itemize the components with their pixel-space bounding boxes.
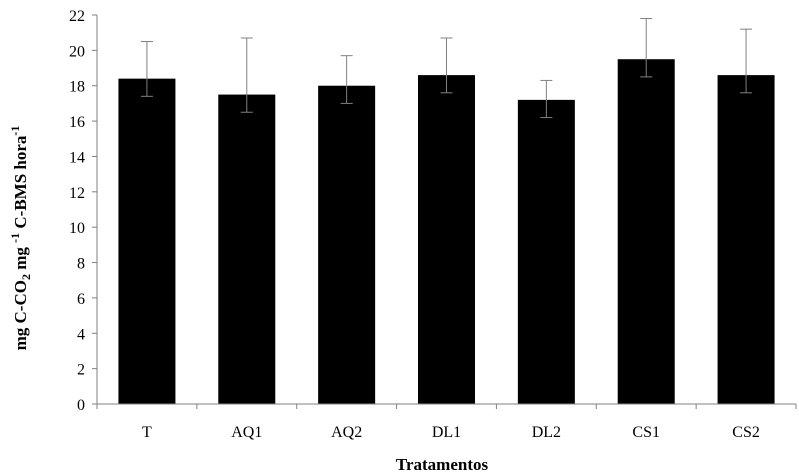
x-tick-label: T: [142, 424, 152, 441]
y-tick-label: 12: [69, 185, 85, 202]
bar-aq1: [218, 94, 276, 405]
y-tick-label: 10: [69, 220, 85, 237]
x-tick-label: DL1: [432, 424, 461, 441]
y-tick-label: 6: [77, 291, 85, 308]
bar-dl2: [517, 99, 575, 404]
bar-aq2: [318, 85, 376, 405]
x-tick-label: CS2: [732, 424, 760, 441]
x-tick-label: AQ2: [331, 424, 362, 441]
bar-t: [118, 78, 176, 405]
x-tick-label: DL2: [532, 424, 561, 441]
y-tick-label: 16: [69, 114, 85, 131]
y-tick-label: 14: [69, 149, 85, 166]
y-tick-label: 4: [77, 326, 85, 343]
x-axis-ticks: T AQ1 AQ2 DL1 DL2 CS1 CS2: [96, 404, 797, 441]
y-tick-label: 22: [69, 8, 85, 25]
y-axis-title-superscript-1: -1: [8, 233, 22, 243]
x-tick-label: AQ1: [231, 424, 262, 441]
y-tick-label: 0: [77, 397, 85, 414]
x-tick-label: CS1: [632, 424, 660, 441]
y-axis-title: mg C-CO2 mg -1 C-BMS hora-1: [8, 126, 33, 351]
y-axis-title-subscript: 2: [19, 274, 33, 280]
y-tick-label: 2: [77, 362, 85, 379]
x-axis-title: Tratamentos: [396, 455, 489, 474]
bar-dl1: [418, 75, 475, 405]
bars: [118, 59, 775, 405]
y-axis-ticks: 0 2 4 6 8 10 12 14 16 18 20 22: [69, 8, 97, 414]
y-tick-label: 8: [77, 256, 85, 273]
error-bars: [140, 18, 753, 119]
y-axis-title-part-2: mg: [11, 243, 30, 274]
bar-cs1: [617, 59, 675, 405]
y-tick-label: 18: [69, 79, 85, 96]
y-tick-label: 20: [69, 43, 85, 60]
y-axis-title-part-3: C-BMS hora: [11, 135, 30, 233]
bar-cs2: [717, 75, 775, 405]
y-axis-title-superscript-2: -1: [8, 126, 22, 136]
y-axis-title-part-1: mg C-CO: [11, 280, 30, 350]
